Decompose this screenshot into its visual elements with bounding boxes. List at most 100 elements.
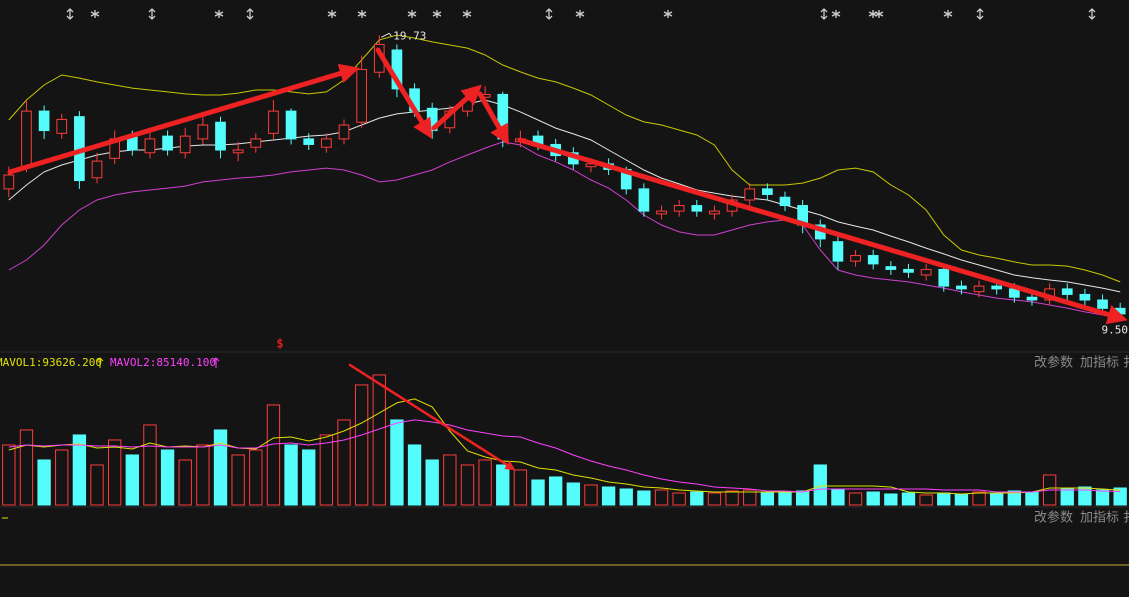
candle-body xyxy=(303,138,315,145)
candle-body xyxy=(91,160,103,179)
volume-bar xyxy=(213,429,228,506)
candle-body xyxy=(232,149,244,154)
candle-body xyxy=(285,110,297,140)
volume-bar xyxy=(425,459,439,506)
candle-body xyxy=(762,188,773,195)
volume-bar xyxy=(2,444,16,506)
candle-body xyxy=(991,285,1003,290)
legend-arrow xyxy=(96,357,104,368)
volume-bar xyxy=(496,464,510,506)
candle-body xyxy=(1114,307,1126,315)
volume-bar xyxy=(143,424,157,506)
candle-body xyxy=(179,135,191,154)
candle-body xyxy=(162,135,173,151)
band-line xyxy=(8,34,1121,283)
volume-bar xyxy=(72,434,87,506)
volume-bar xyxy=(619,488,633,506)
volume-bar xyxy=(513,469,528,506)
volume-bar xyxy=(901,492,916,506)
volume-bar xyxy=(125,454,139,506)
volume-bar xyxy=(1060,488,1074,506)
volume-bar xyxy=(90,464,104,506)
volume-bar xyxy=(990,492,1004,506)
candle-body xyxy=(21,110,32,168)
label-leader xyxy=(381,32,392,38)
volume-bar xyxy=(549,476,563,506)
candle-body xyxy=(268,110,279,134)
candle-body xyxy=(321,138,332,148)
band-line xyxy=(8,99,1121,293)
volume-bar xyxy=(372,374,386,506)
volume-bar xyxy=(1007,490,1022,506)
button[interactable]: 扌 xyxy=(1123,356,1129,371)
volume-bar xyxy=(407,444,422,506)
volume-bar xyxy=(354,384,369,506)
candle-body xyxy=(1097,299,1108,309)
volume-bar xyxy=(760,492,775,506)
volume-bar xyxy=(390,419,404,506)
candle-body xyxy=(956,285,967,290)
button[interactable]: 加指标 xyxy=(1080,511,1119,526)
extreme-label: 19.73 xyxy=(393,29,426,42)
volume-bar xyxy=(813,464,827,506)
button[interactable]: 改参数 xyxy=(1034,355,1073,371)
candle-body xyxy=(938,268,950,287)
volume-bar xyxy=(743,489,757,506)
volume-bar xyxy=(1025,491,1039,506)
volume-bar xyxy=(848,492,863,506)
volume-bar xyxy=(37,459,51,506)
volume-bar xyxy=(443,454,457,506)
volume-bar xyxy=(937,492,951,506)
candle-body xyxy=(1026,296,1038,301)
candle-body xyxy=(144,138,156,154)
volume-bar xyxy=(460,464,475,506)
volume-bar xyxy=(1078,486,1092,506)
volume-bar xyxy=(302,449,316,506)
volume-bar xyxy=(284,444,298,506)
extreme-label: 9.50 xyxy=(1102,323,1129,336)
volume-bar xyxy=(531,479,545,506)
volume-bar xyxy=(160,449,175,506)
volume-bar xyxy=(1113,487,1127,506)
volume-bar xyxy=(954,493,969,506)
candle-body xyxy=(585,163,597,168)
volume-bar xyxy=(707,492,722,506)
candle-body xyxy=(3,174,15,190)
button[interactable]: 扌 xyxy=(1123,511,1129,526)
signal-marker: $ xyxy=(276,337,283,351)
volume-bar xyxy=(725,490,739,506)
candle-body xyxy=(885,266,897,270)
volume-bar xyxy=(690,491,704,506)
volume-bar xyxy=(231,454,245,506)
candle-body xyxy=(356,68,367,123)
volume-ma-line xyxy=(8,419,1121,493)
volume-bar xyxy=(107,439,122,506)
volume-bar xyxy=(884,493,898,506)
volume-bar xyxy=(478,459,492,506)
plot-area: 19.73 9.50 xyxy=(2,29,1129,506)
candle-body xyxy=(673,205,685,212)
candle-body xyxy=(832,241,844,262)
volume-bar xyxy=(672,492,686,506)
legend-arrow xyxy=(212,357,220,368)
volume-bar xyxy=(337,419,351,506)
candle-body xyxy=(250,138,262,148)
button[interactable]: 加指标 xyxy=(1080,356,1119,371)
volume-bar xyxy=(866,491,880,506)
volume-bar xyxy=(249,449,263,506)
candle-body xyxy=(850,255,861,262)
volume-bar xyxy=(319,434,334,506)
candle-body xyxy=(338,124,350,140)
candle-body xyxy=(1079,293,1091,301)
volume-bar xyxy=(178,459,192,506)
candle-body xyxy=(744,188,756,201)
candle-body xyxy=(779,196,791,207)
candle-body xyxy=(691,205,703,212)
button[interactable]: 改参数 xyxy=(1034,510,1073,526)
volume-bar xyxy=(266,404,281,506)
legend-mavol1: MAVOL1:93626.200 xyxy=(0,356,102,369)
event-markers xyxy=(66,8,1096,20)
trend-arrows xyxy=(7,47,1128,471)
legend-mavol2: MAVOL2:85140.100 xyxy=(110,356,216,369)
